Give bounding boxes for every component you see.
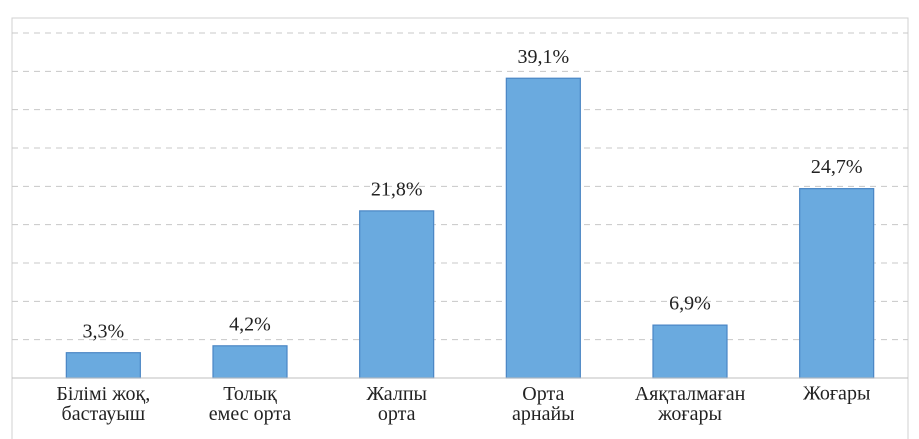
bar	[652, 324, 728, 379]
x-tick-label: Жоғары	[803, 383, 870, 405]
value-label: 24,7%	[811, 156, 863, 178]
chart-border	[11, 17, 909, 439]
x-tick-label: Орта арнайы	[512, 383, 575, 425]
bar	[212, 345, 288, 379]
bar	[65, 352, 141, 379]
value-label: 4,2%	[229, 313, 271, 335]
x-tick-label: Аяқталмаған жоғары	[635, 383, 746, 425]
x-tick-label: Толық емес орта	[209, 383, 292, 425]
value-label: 3,3%	[82, 320, 124, 342]
x-tick-label: Білімі жоқ, бастауыш	[56, 383, 150, 425]
value-label: 6,9%	[669, 293, 711, 315]
value-label: 39,1%	[517, 46, 569, 68]
x-tick-label: Жалпы орта	[366, 383, 427, 425]
bar	[505, 77, 581, 379]
bar	[359, 210, 435, 379]
value-label: 21,8%	[371, 178, 423, 200]
bar	[799, 188, 875, 379]
